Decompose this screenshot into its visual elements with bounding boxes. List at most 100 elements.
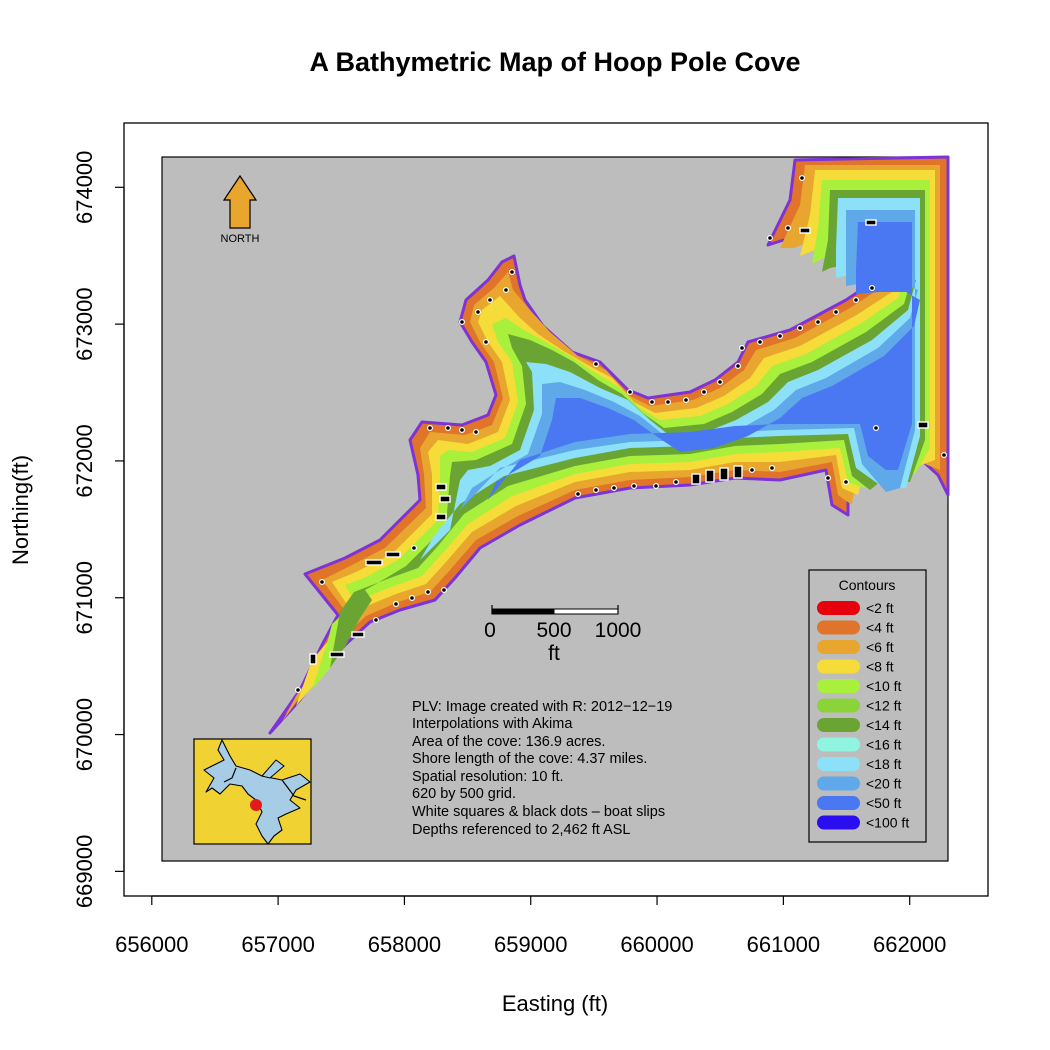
- boat-slip-dot: [768, 465, 775, 472]
- boat-slip-dot: [592, 361, 599, 368]
- boat-slip: [435, 513, 447, 521]
- legend-swatch: [817, 679, 860, 693]
- legend-label: <10 ft: [866, 678, 902, 694]
- boat-slip-dot: [776, 333, 783, 340]
- boat-slip-dot: [652, 483, 659, 490]
- boat-slip-dot: [626, 389, 633, 396]
- scale-unit-label: ft: [548, 642, 560, 665]
- legend-swatch: [817, 659, 860, 674]
- legend-swatch: [817, 640, 860, 654]
- boat-slip-dot: [796, 325, 803, 332]
- inset-water-arm: [281, 779, 307, 801]
- boat-slip-dot: [503, 287, 510, 294]
- boat-slip: [385, 551, 401, 558]
- legend-entry: <8 ft: [817, 659, 894, 675]
- north-arrow-icon: [222, 174, 258, 229]
- legend-title: Contours: [839, 577, 896, 593]
- inset-location-marker: [250, 799, 262, 811]
- legend-entry: <50 ft: [817, 795, 902, 811]
- inset-locator-map: [193, 738, 312, 845]
- x-tick-label: 660000: [620, 932, 693, 957]
- note-line: Depths referenced to 2,462 ft ASL: [412, 822, 630, 838]
- boat-slip-dot: [814, 319, 821, 326]
- boat-slip-dot: [409, 594, 416, 601]
- boat-slip-dot: [756, 339, 763, 346]
- y-tick-label: 669000: [72, 835, 97, 908]
- boat-slip-dot: [441, 586, 448, 593]
- note-line: Shore length of the cove: 4.37 miles.: [412, 751, 647, 767]
- legend-swatch: [817, 776, 860, 791]
- legend-label: <18 ft: [866, 756, 902, 772]
- x-tick-label: 661000: [747, 932, 820, 957]
- legend-label: <8 ft: [866, 659, 894, 675]
- scale-label-0: 0: [484, 619, 496, 642]
- x-tick-label: 657000: [241, 932, 314, 957]
- legend-entry: <4 ft: [817, 620, 894, 636]
- boat-slip: [799, 227, 811, 234]
- boat-slip-dot: [427, 425, 434, 432]
- boat-slip: [705, 469, 715, 483]
- boat-slip: [917, 421, 929, 429]
- y-tick-label: 671000: [72, 561, 97, 634]
- boat-slip-dot: [373, 616, 380, 623]
- note-line: Spatial resolution: 10 ft.: [412, 769, 564, 785]
- boat-slip: [365, 559, 383, 566]
- legend-swatch: [817, 718, 860, 732]
- boat-slip-dot: [832, 309, 839, 316]
- boat-slip-dot: [425, 588, 432, 595]
- depth-contour-deep: [488, 222, 920, 500]
- y-tick-label: 673000: [72, 287, 97, 360]
- boat-slip-dot: [630, 483, 637, 490]
- boat-slip-dot: [483, 339, 490, 346]
- legend-label: <14 ft: [866, 717, 902, 733]
- boat-slip: [309, 653, 317, 665]
- boat-slip-dot: [868, 285, 875, 292]
- boat-slip: [351, 631, 365, 638]
- legend-entry: <10 ft: [817, 678, 902, 694]
- boat-slip-dot: [784, 225, 791, 232]
- legend-label: <6 ft: [866, 639, 894, 655]
- legend-items: <2 ft <4 ft <6 ft <8 ft <10 ft <12 ft <14 ft <1…: [817, 600, 909, 831]
- y-tick-label: 670000: [72, 698, 97, 771]
- legend-swatch: [817, 698, 860, 713]
- boat-slip-dot: [872, 425, 879, 432]
- boat-slips: [309, 219, 929, 665]
- boat-slip-dot: [824, 475, 831, 482]
- cove-water-body: [268, 155, 950, 735]
- boat-slip-dot: [852, 297, 859, 304]
- boat-slip-dot: [734, 363, 741, 370]
- note-line: Interpolations with Akima: [412, 716, 573, 732]
- y-tick-label: 672000: [72, 424, 97, 497]
- legend-entry: <16 ft: [817, 737, 902, 753]
- legend-entry: <14 ft: [817, 717, 902, 733]
- north-arrow: NORTH: [221, 174, 260, 245]
- note-line: White squares & black dots – boat slips: [412, 804, 665, 820]
- legend-label: <2 ft: [866, 600, 894, 616]
- boat-slip-dot: [411, 544, 418, 551]
- map-panel: NORTH 0 500 1000 ft PLV: Image created w…: [161, 155, 950, 862]
- boat-slip-dot: [672, 479, 679, 486]
- boat-slip-dot: [716, 379, 723, 386]
- chart-title: A Bathymetric Map of Hoop Pole Cove: [309, 47, 800, 77]
- legend-label: <16 ft: [866, 737, 902, 753]
- note-line: Area of the cove: 136.9 acres.: [412, 734, 605, 750]
- legend-label: <50 ft: [866, 795, 902, 811]
- north-label: NORTH: [221, 233, 260, 245]
- legend-label: <20 ft: [866, 776, 902, 792]
- legend-swatch: [817, 601, 860, 615]
- boat-slip-dot: [445, 425, 452, 432]
- legend-swatch: [817, 815, 860, 830]
- boat-slip-dot: [459, 427, 466, 434]
- legend-swatch: [817, 796, 860, 810]
- boat-slip-dot: [295, 686, 302, 693]
- legend-label: <4 ft: [866, 620, 894, 636]
- boat-slip: [865, 219, 877, 226]
- boat-slip-dot: [940, 452, 947, 459]
- boat-slip-dot: [459, 319, 466, 326]
- note-line: 620 by 500 grid.: [412, 786, 516, 802]
- note-line: PLV: Image created with R: 2012−12−19: [412, 699, 672, 715]
- boat-slip-dot: [473, 429, 480, 436]
- legend-entry: <12 ft: [817, 698, 902, 714]
- boat-slip-dot: [766, 235, 773, 242]
